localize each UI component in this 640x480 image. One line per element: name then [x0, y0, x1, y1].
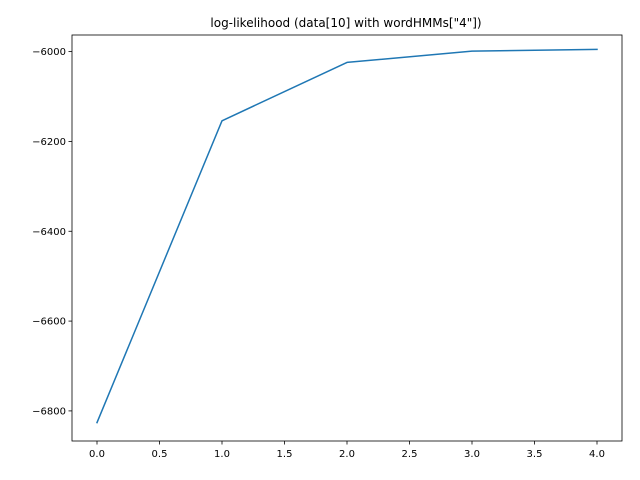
x-tick-label: 2.0	[339, 449, 355, 460]
x-tick-label: 0.0	[89, 449, 105, 460]
y-tick-label: −6200	[32, 137, 66, 148]
y-axis: −6800 −6600 −6400 −6200 −6000	[32, 47, 72, 417]
x-tick-label: 4.0	[589, 449, 605, 460]
x-tick-label: 1.5	[277, 449, 293, 460]
x-tick-label: 1.0	[214, 449, 230, 460]
chart-title: log-likelihood (data[10] with wordHMMs["…	[210, 16, 481, 30]
axes-frame	[71, 34, 623, 442]
x-tick-label: 0.5	[152, 449, 168, 460]
x-axis: 0.0 0.5 1.0 1.5 2.0 2.5 3.0 3.5 4.0	[89, 441, 605, 460]
x-tick-label: 3.0	[464, 449, 480, 460]
plot-area	[96, 48, 598, 424]
y-tick-label: −6400	[32, 227, 66, 238]
y-tick-label: −6600	[32, 317, 66, 328]
x-tick-label: 2.5	[402, 449, 418, 460]
x-tick-label: 3.5	[527, 449, 543, 460]
y-tick-label: −6000	[32, 47, 66, 58]
y-tick-label: −6800	[32, 406, 66, 417]
